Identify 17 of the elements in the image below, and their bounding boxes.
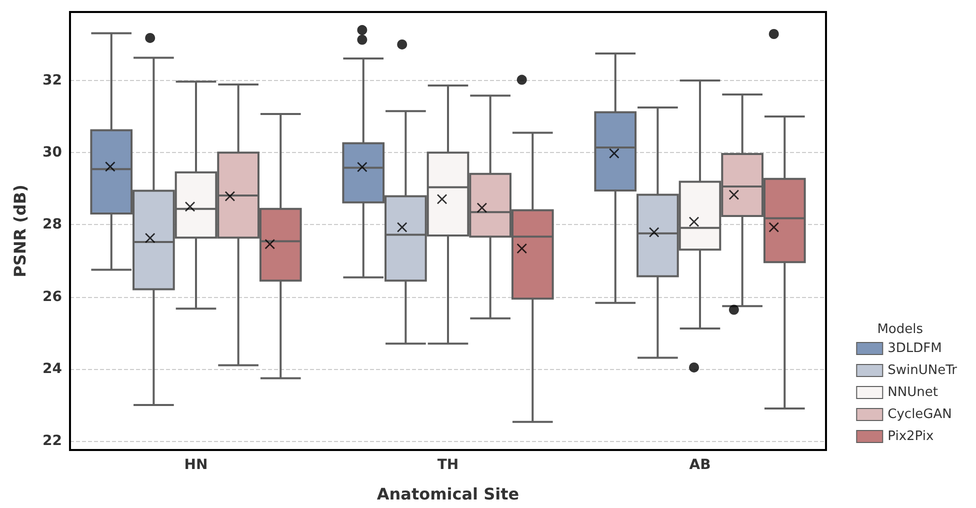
- legend-title: Models: [877, 322, 924, 337]
- y-tick-label: 22: [42, 432, 62, 449]
- x-tick-label: TH: [437, 457, 459, 473]
- legend-label: CycleGAN: [888, 407, 952, 422]
- y-tick-label: 32: [42, 72, 62, 88]
- legend-label: Pix2Pix: [888, 429, 934, 444]
- y-tick-label: 30: [42, 144, 62, 161]
- y-axis-title: PSNR (dB): [10, 184, 30, 278]
- legend-label: SwinUNeTr: [888, 363, 958, 378]
- x-tick-label: HN: [184, 457, 208, 473]
- legend-label: 3DLDFM: [888, 341, 942, 356]
- legend-label: NNUnet: [888, 385, 938, 400]
- y-tick-label: 26: [42, 288, 62, 305]
- x-tick-label: AB: [689, 457, 711, 473]
- x-axis-title: Anatomical Site: [376, 484, 520, 504]
- y-tick-label: 28: [42, 216, 62, 233]
- y-tick-label: 24: [42, 360, 62, 377]
